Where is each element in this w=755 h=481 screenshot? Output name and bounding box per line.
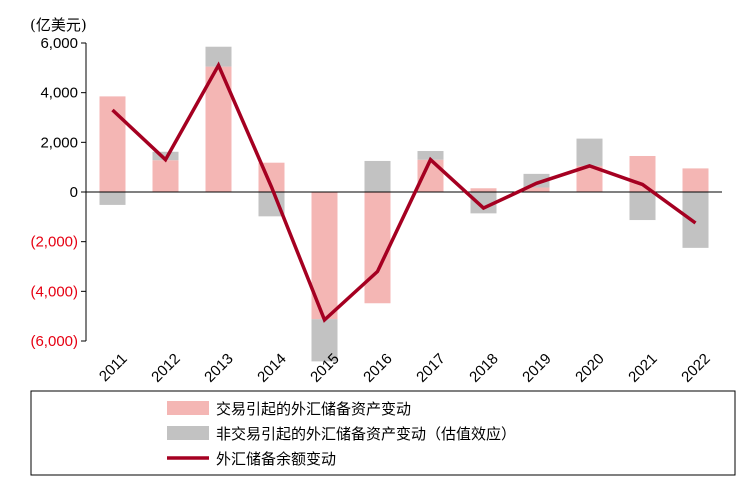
y-tick-label: (4,000) — [30, 283, 78, 300]
legend-label-balance: 外汇储备余额变动 — [216, 450, 336, 468]
line-series-balance — [111, 61, 697, 323]
bar-valuation-2016 — [364, 160, 391, 192]
bar-trade-2019 — [523, 187, 550, 192]
y-tick-label: 2,000 — [40, 134, 78, 151]
legend-swatch-trade — [167, 401, 209, 415]
x-tick-label: 2020 — [572, 350, 608, 386]
bars — [99, 46, 709, 362]
bar-valuation-2022 — [682, 192, 709, 248]
y-tick-label: 4,000 — [40, 85, 78, 102]
x-axis: 2011 2012 2013 2014 2015 2016 2017 2018 2019 2020… — [96, 350, 714, 386]
bar-valuation-2020 — [576, 138, 603, 166]
x-tick-label: 2022 — [678, 350, 714, 386]
x-tick-label: 2016 — [360, 350, 396, 386]
bar-valuation-2012 — [152, 151, 179, 161]
bar-valuation-2013 — [205, 46, 232, 67]
y-tick-label: 0 — [70, 184, 78, 201]
x-tick-label: 2012 — [148, 350, 184, 386]
bar-valuation-2018 — [470, 192, 497, 214]
bar-valuation-2011 — [99, 192, 126, 205]
legend-label-valuation: 非交易引起的外汇储备资产变动（估值效应） — [216, 425, 516, 443]
y-axis: 6,000 4,000 2,000 0 (2,000) (4,000) (6,000) — [30, 35, 87, 350]
x-tick-label: 2013 — [201, 350, 237, 386]
unit-label: (亿美元) — [30, 16, 87, 34]
y-tick-label: (6,000) — [30, 333, 78, 350]
x-tick-label: 2019 — [519, 350, 555, 386]
bar-valuation-2021 — [629, 192, 656, 221]
bar-valuation-2019 — [523, 173, 550, 188]
bar-trade-2018 — [470, 188, 497, 192]
legend-swatch-valuation — [167, 426, 209, 440]
bar-valuation-2015 — [311, 319, 338, 362]
bar-valuation-2017 — [417, 151, 444, 160]
x-tick-label: 2017 — [413, 350, 449, 386]
x-tick-label: 2011 — [96, 350, 131, 385]
legend: 交易引起的外汇储备资产变动 非交易引起的外汇储备资产变动（估值效应） 外汇储备余… — [30, 390, 736, 476]
x-tick-label: 2021 — [625, 350, 661, 386]
bar-trade-2012 — [152, 160, 179, 192]
y-tick-label: 6,000 — [40, 35, 78, 52]
x-tick-label: 2014 — [254, 350, 290, 386]
legend-box — [30, 390, 736, 476]
y-tick-label: (2,000) — [30, 234, 78, 251]
legend-label-trade: 交易引起的外汇储备资产变动 — [216, 400, 411, 418]
bar-trade-2016 — [364, 192, 391, 304]
balance-line — [111, 61, 697, 323]
x-tick-label: 2018 — [466, 350, 502, 386]
bar-trade-2022 — [682, 168, 709, 192]
